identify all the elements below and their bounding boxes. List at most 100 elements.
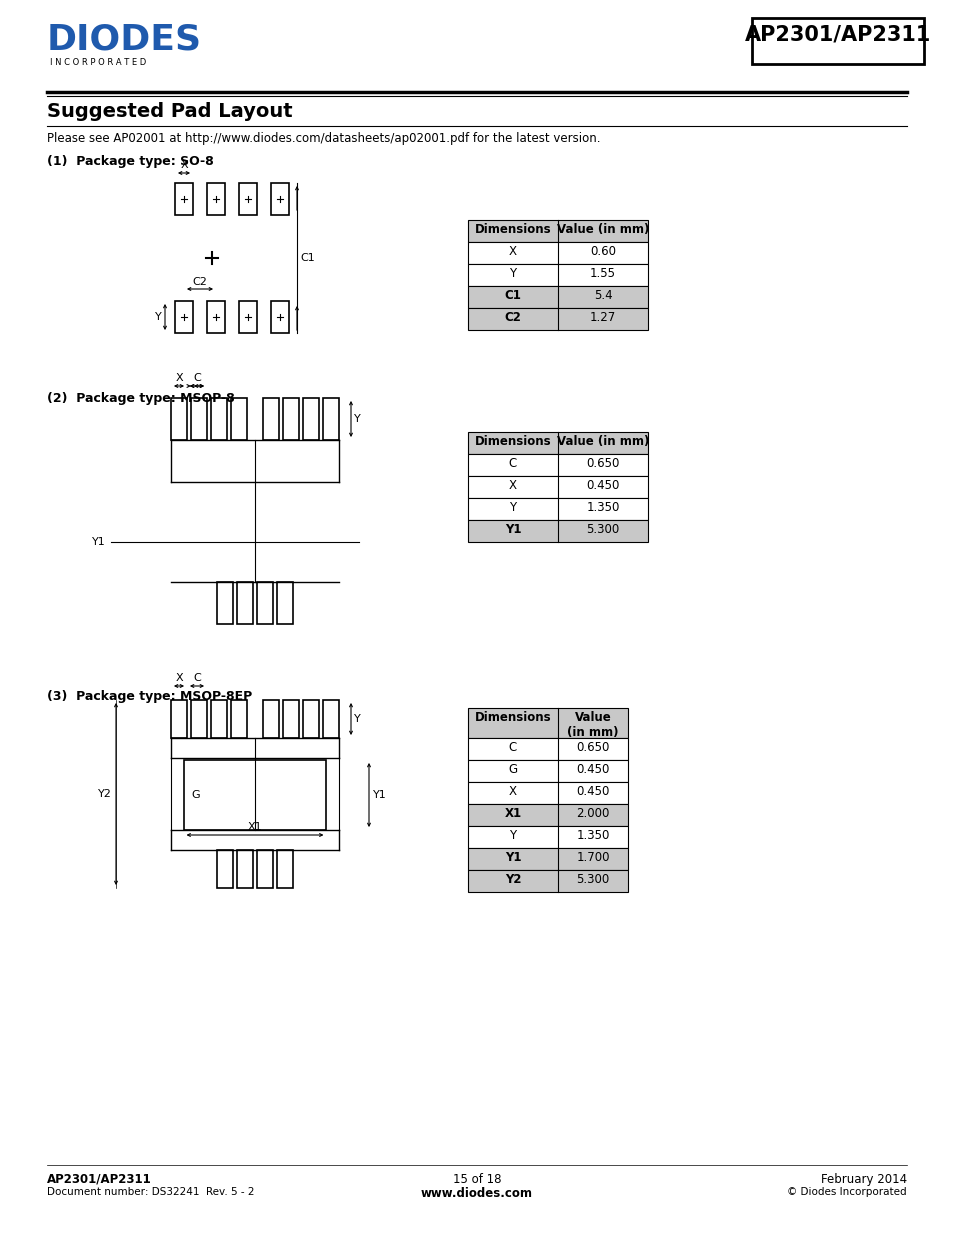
Text: C: C xyxy=(508,457,517,471)
Text: C1: C1 xyxy=(504,289,521,303)
Bar xyxy=(468,475,647,498)
Text: (1)  Package type: SO-8: (1) Package type: SO-8 xyxy=(47,156,213,168)
Bar xyxy=(211,398,227,440)
Bar xyxy=(283,398,298,440)
Text: 1.27: 1.27 xyxy=(589,311,616,324)
Text: Dimensions: Dimensions xyxy=(475,435,551,448)
Bar xyxy=(468,826,627,848)
Bar xyxy=(751,19,923,64)
Text: AP2301/AP2311: AP2301/AP2311 xyxy=(744,23,930,44)
Bar xyxy=(239,301,256,333)
Text: Value
(in mm): Value (in mm) xyxy=(567,711,618,739)
Text: X1: X1 xyxy=(248,823,262,832)
Bar xyxy=(236,850,253,888)
Text: 0.450: 0.450 xyxy=(576,763,609,776)
Text: Please see AP02001 at http://www.diodes.com/datasheets/ap02001.pdf for the lates: Please see AP02001 at http://www.diodes.… xyxy=(47,132,599,144)
Bar xyxy=(216,582,233,624)
Text: Dimensions: Dimensions xyxy=(475,711,551,724)
Text: X: X xyxy=(509,785,517,798)
Bar xyxy=(468,264,647,287)
Bar xyxy=(256,850,273,888)
Bar xyxy=(231,700,247,739)
Bar xyxy=(171,398,187,440)
Text: DIODES: DIODES xyxy=(47,22,202,56)
Bar xyxy=(239,183,256,215)
Bar xyxy=(236,582,253,624)
Text: 0.450: 0.450 xyxy=(586,479,619,492)
Bar xyxy=(468,220,647,242)
Text: 0.450: 0.450 xyxy=(576,785,609,798)
Bar xyxy=(191,700,207,739)
Text: 1.55: 1.55 xyxy=(589,267,616,280)
Text: Y: Y xyxy=(155,312,162,322)
Text: X: X xyxy=(175,673,183,683)
Bar xyxy=(183,760,326,830)
Text: C2: C2 xyxy=(193,277,207,287)
Text: X: X xyxy=(509,245,517,258)
Bar xyxy=(468,708,627,739)
Bar xyxy=(468,242,647,264)
Bar xyxy=(174,301,193,333)
Bar xyxy=(216,850,233,888)
Text: Y: Y xyxy=(509,829,516,842)
Bar xyxy=(468,520,647,542)
Bar xyxy=(468,804,627,826)
Text: C: C xyxy=(193,373,201,383)
Bar xyxy=(231,398,247,440)
Bar xyxy=(174,183,193,215)
Bar xyxy=(468,869,627,892)
Bar xyxy=(468,308,647,330)
Text: 1.350: 1.350 xyxy=(586,501,619,514)
Bar xyxy=(303,398,318,440)
Text: AP2301/AP2311: AP2301/AP2311 xyxy=(47,1173,152,1186)
Text: Y2: Y2 xyxy=(98,789,112,799)
Text: Suggested Pad Layout: Suggested Pad Layout xyxy=(47,103,293,121)
Text: X: X xyxy=(509,479,517,492)
Bar xyxy=(468,760,627,782)
Text: Y1: Y1 xyxy=(373,790,386,800)
Text: C1: C1 xyxy=(299,253,314,263)
Bar xyxy=(303,700,318,739)
Text: Document number: DS32241  Rev. 5 - 2: Document number: DS32241 Rev. 5 - 2 xyxy=(47,1187,254,1197)
Bar xyxy=(276,582,293,624)
Text: C: C xyxy=(508,741,517,755)
Bar xyxy=(468,739,627,760)
Text: Value (in mm): Value (in mm) xyxy=(557,435,648,448)
Text: Y2: Y2 xyxy=(504,873,520,885)
Text: 15 of 18: 15 of 18 xyxy=(453,1173,500,1186)
Text: (3)  Package type: MSOP-8EP: (3) Package type: MSOP-8EP xyxy=(47,690,252,703)
Text: 1.350: 1.350 xyxy=(576,829,609,842)
Text: 1.700: 1.700 xyxy=(576,851,609,864)
Bar xyxy=(468,287,647,308)
Text: 0.650: 0.650 xyxy=(586,457,619,471)
Bar xyxy=(263,398,278,440)
Text: X1: X1 xyxy=(504,806,521,820)
Bar xyxy=(468,782,627,804)
Text: 2.000: 2.000 xyxy=(576,806,609,820)
Bar xyxy=(211,700,227,739)
Text: Value (in mm): Value (in mm) xyxy=(557,224,648,236)
Text: 5.300: 5.300 xyxy=(586,522,619,536)
Text: C2: C2 xyxy=(504,311,521,324)
Bar xyxy=(263,700,278,739)
Text: 0.60: 0.60 xyxy=(589,245,616,258)
Bar xyxy=(191,398,207,440)
Bar xyxy=(276,850,293,888)
Text: Y1: Y1 xyxy=(92,537,106,547)
Bar xyxy=(271,301,289,333)
Text: Y: Y xyxy=(509,501,516,514)
Bar xyxy=(468,432,647,454)
Text: (2)  Package type: MSOP-8: (2) Package type: MSOP-8 xyxy=(47,391,234,405)
Bar xyxy=(207,301,225,333)
Text: 0.650: 0.650 xyxy=(576,741,609,755)
Text: Y: Y xyxy=(509,267,516,280)
Bar xyxy=(468,454,647,475)
Bar xyxy=(271,183,289,215)
Text: X: X xyxy=(175,373,183,383)
Text: www.diodes.com: www.diodes.com xyxy=(420,1187,533,1200)
Text: Dimensions: Dimensions xyxy=(475,224,551,236)
Text: © Diodes Incorporated: © Diodes Incorporated xyxy=(786,1187,906,1197)
Text: Y: Y xyxy=(354,714,360,724)
Text: February 2014: February 2014 xyxy=(820,1173,906,1186)
Bar xyxy=(323,398,338,440)
